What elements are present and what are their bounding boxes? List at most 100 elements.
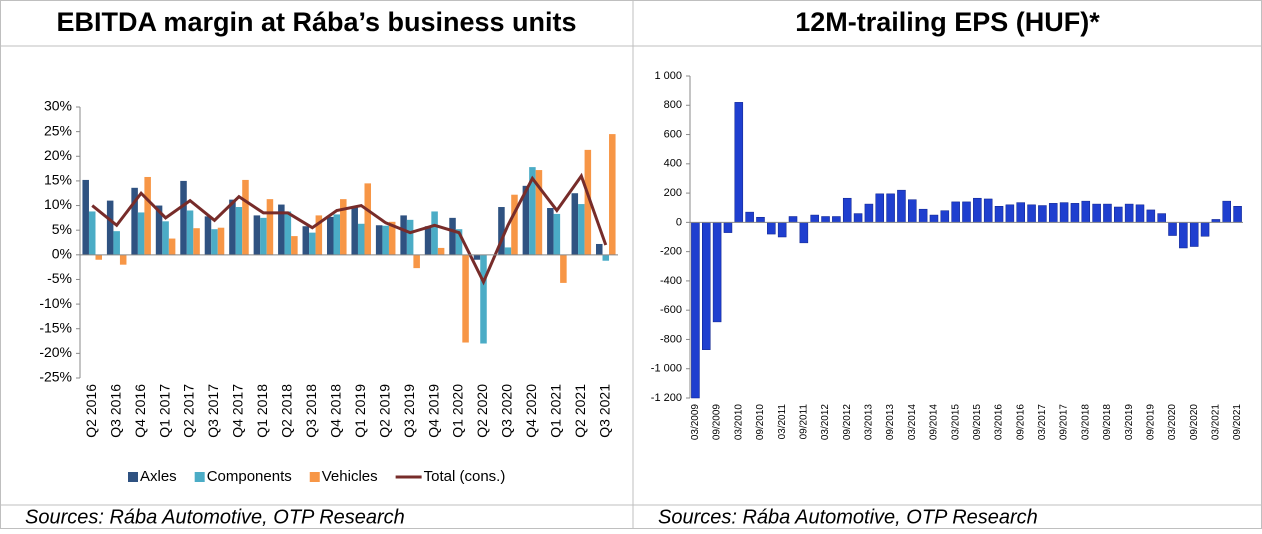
- legend-label: Components: [207, 468, 292, 485]
- bar: [799, 222, 809, 244]
- bar: [560, 254, 567, 283]
- x-tick-label: Q1 2021: [548, 384, 564, 438]
- bar: [364, 183, 372, 255]
- legend-swatch: [194, 472, 205, 482]
- y-tick-label: -15%: [39, 319, 72, 335]
- bar: [1179, 222, 1188, 249]
- bar: [1059, 202, 1069, 223]
- bar: [602, 254, 610, 261]
- x-tick-label: Q1 2017: [156, 384, 172, 438]
- x-tick-label: Q3 2019: [401, 384, 417, 438]
- legend-swatch: [309, 472, 320, 482]
- bar: [702, 222, 711, 350]
- x-tick-label: 09/2018: [1102, 404, 1113, 441]
- bar: [400, 215, 407, 255]
- legend-label: Axles: [140, 468, 177, 485]
- bar: [455, 229, 463, 255]
- y-tick-label: 15%: [44, 172, 72, 188]
- bar: [951, 201, 960, 223]
- bar: [1070, 203, 1080, 223]
- bar: [106, 200, 114, 255]
- bar: [1135, 204, 1145, 223]
- x-tick-label: Q4 2016: [132, 384, 148, 438]
- x-tick-label: 03/2017: [1037, 404, 1048, 441]
- bar: [595, 243, 603, 255]
- bar: [578, 204, 585, 255]
- x-tick-label: 09/2017: [1059, 404, 1070, 441]
- bar: [1081, 200, 1091, 223]
- y-tick-label: -400: [660, 275, 682, 287]
- bar: [351, 207, 358, 255]
- bar: [375, 225, 383, 255]
- x-tick-label: 03/2014: [907, 404, 918, 441]
- bar: [1222, 200, 1231, 223]
- bar: [897, 189, 906, 223]
- bar: [180, 180, 187, 255]
- y-tick-label: -25%: [39, 369, 72, 385]
- bar: [193, 228, 200, 255]
- bar: [553, 213, 561, 255]
- bar: [723, 222, 733, 233]
- x-tick-label: Q4 2017: [230, 384, 246, 438]
- y-tick-label: -5%: [47, 270, 72, 286]
- bar: [113, 231, 120, 255]
- bar: [767, 222, 776, 235]
- x-tick-label: Q4 2019: [425, 384, 441, 438]
- x-tick-label: Q2 2016: [83, 384, 99, 438]
- bar: [473, 254, 481, 260]
- bar: [886, 193, 895, 223]
- bar: [413, 254, 420, 269]
- x-tick-label: 09/2015: [972, 404, 983, 441]
- bar: [144, 176, 151, 255]
- y-tick-label: -10%: [39, 295, 72, 311]
- bar: [217, 227, 225, 255]
- bar: [82, 179, 89, 255]
- bar: [357, 223, 365, 255]
- bar: [1124, 203, 1134, 223]
- bar: [853, 213, 863, 223]
- x-tick-label: 09/2011: [798, 404, 809, 440]
- bar: [326, 216, 334, 255]
- bar: [302, 226, 310, 255]
- legend-label: Total (cons.): [424, 468, 506, 485]
- bar: [382, 225, 389, 255]
- bar: [137, 212, 145, 255]
- bar: [908, 199, 917, 223]
- bar: [406, 219, 414, 255]
- bar: [260, 217, 267, 255]
- x-tick-label: 03/2011: [777, 404, 788, 440]
- bar: [211, 229, 218, 255]
- y-tick-label: 600: [664, 128, 682, 140]
- bar: [309, 232, 316, 255]
- x-tick-label: 03/2021: [1211, 404, 1222, 441]
- x-tick-label: Q1 2020: [450, 384, 466, 438]
- bar: [584, 149, 592, 255]
- x-tick-label: 09/2009: [712, 404, 723, 441]
- y-tick-label: 400: [664, 158, 682, 170]
- x-tick-label: Q3 2016: [107, 384, 123, 438]
- bar: [155, 205, 163, 255]
- x-tick-label: 03/2010: [733, 404, 744, 441]
- x-tick-label: 09/2019: [1145, 404, 1156, 441]
- bar: [983, 198, 993, 223]
- bar: [119, 254, 127, 265]
- bar: [235, 207, 243, 255]
- bar: [1048, 203, 1058, 223]
- bar: [88, 211, 96, 255]
- bar: [609, 134, 616, 255]
- bar: [431, 211, 438, 255]
- x-tick-label: Q3 2020: [499, 384, 515, 438]
- x-tick-label: 09/2014: [929, 404, 940, 441]
- source: Sources: Rába Automotive, OTP Research: [25, 506, 405, 528]
- x-tick-label: 09/2021: [1232, 404, 1243, 441]
- bar: [1103, 203, 1112, 223]
- y-tick-label: 0: [676, 216, 682, 228]
- bar: [333, 214, 341, 255]
- x-tick-label: Q2 2021: [572, 384, 588, 438]
- x-tick-label: Q3 2018: [303, 384, 319, 438]
- bar: [712, 222, 722, 323]
- y-tick-label: -20%: [39, 344, 72, 360]
- x-tick-label: 03/2019: [1124, 404, 1135, 441]
- bar: [168, 238, 176, 255]
- x-tick-label: Q1 2018: [254, 384, 270, 438]
